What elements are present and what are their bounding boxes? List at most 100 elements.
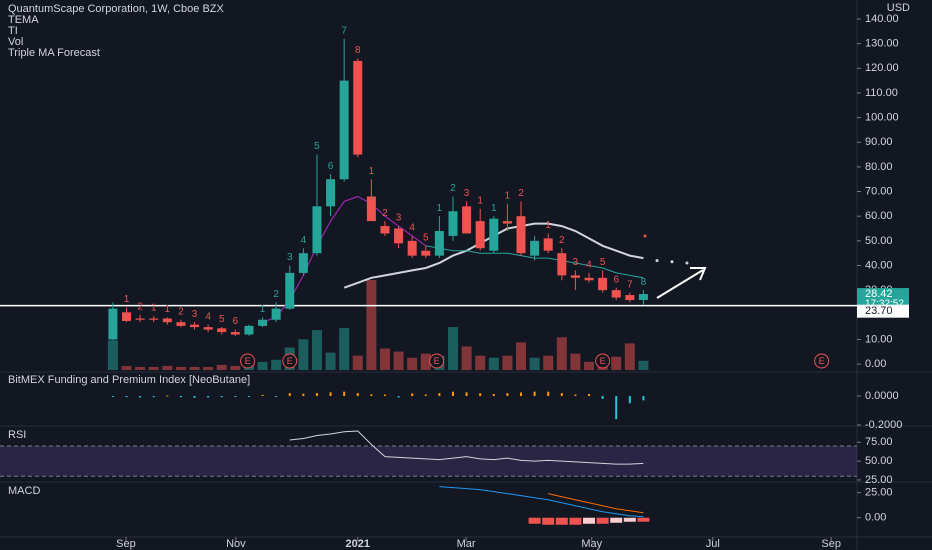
funding-bar — [220, 396, 223, 398]
td-label: 8 — [641, 277, 647, 288]
volume-bar — [339, 328, 350, 370]
td-label: 1 — [491, 203, 497, 214]
td-label: 1 — [260, 304, 266, 315]
y-tick-label: 140.00 — [865, 13, 899, 25]
volume-bar — [257, 361, 268, 370]
signal-line — [548, 493, 644, 514]
candle-body — [149, 318, 159, 320]
rsi-line — [289, 430, 644, 465]
funding-bar — [193, 396, 196, 398]
volume-bar — [447, 327, 458, 370]
funding-bar — [370, 394, 373, 397]
candle-body — [230, 332, 240, 335]
candle-body — [584, 277, 594, 281]
y-tick-label: -0.2000 — [865, 419, 902, 431]
volume-bar — [298, 339, 309, 370]
forecast-arrow — [656, 267, 707, 299]
currency: USD — [887, 2, 910, 14]
earnings-marker — [814, 353, 830, 369]
funding-bar — [275, 396, 278, 398]
volume-bar — [420, 353, 431, 370]
candle-body — [421, 250, 431, 256]
volume-bar — [107, 340, 118, 370]
volume-bar — [488, 357, 499, 370]
candle-body — [598, 277, 608, 291]
td-label: 1 — [437, 203, 443, 214]
funding-bar — [397, 396, 400, 398]
pane-title: BitMEX Funding and Premium Index [NeoBut… — [8, 374, 250, 386]
candle-body — [217, 328, 227, 333]
td-label: 6 — [328, 161, 334, 172]
macd-histogram-bar — [555, 517, 568, 525]
funding-bar — [166, 395, 169, 397]
funding-bar — [438, 393, 441, 397]
td-label: 3 — [287, 252, 293, 263]
y-tick-label: 110.00 — [865, 87, 898, 99]
funding-bar — [315, 393, 318, 397]
volume-bar — [311, 330, 322, 370]
earnings-marker — [282, 353, 298, 369]
funding-bar — [329, 392, 332, 397]
x-tick-label: May — [581, 538, 602, 550]
legend-item: Vol — [8, 36, 23, 48]
y-tick-label: 0.0000 — [865, 390, 899, 402]
y-tick-label: 130.00 — [865, 38, 899, 50]
td-label: 4 — [205, 311, 211, 322]
legend-item: TEMA — [8, 14, 39, 26]
candle-body — [475, 221, 485, 249]
volume-bar — [135, 366, 146, 370]
y-tick-label: 120.00 — [865, 62, 899, 74]
candle-body — [339, 80, 349, 180]
funding-bar — [411, 393, 414, 397]
volume-bar — [189, 366, 200, 370]
funding-bar — [288, 393, 291, 397]
td-label: 2 — [178, 306, 184, 317]
volume-bar — [570, 353, 581, 370]
legend-item: TI — [8, 25, 18, 37]
volume-bar — [379, 348, 390, 370]
forecast-dot — [655, 259, 659, 263]
td-label: 1 — [165, 304, 171, 315]
funding-bar — [628, 396, 631, 404]
td-label: 1 — [124, 294, 130, 305]
td-label: 3 — [573, 257, 579, 268]
td-label: 4 — [301, 235, 307, 246]
td-label: 6 — [613, 274, 619, 285]
candle-body — [285, 272, 295, 309]
funding-bar — [451, 391, 454, 397]
candle-body — [122, 312, 132, 321]
pane-title: MACD — [8, 485, 40, 497]
td-label: 2 — [518, 188, 524, 199]
y-tick-label: 100.00 — [865, 111, 899, 123]
candle-body — [244, 325, 254, 335]
funding-bar — [261, 394, 264, 397]
volume-bar — [624, 343, 635, 370]
volume-bar — [461, 346, 472, 370]
funding-bar — [383, 394, 386, 397]
funding-bar — [111, 396, 114, 398]
td-label: 2 — [559, 235, 565, 246]
td-label: 2 — [273, 289, 279, 300]
funding-bar — [152, 396, 155, 398]
funding-bar — [139, 396, 142, 398]
last-price-label: 28.42 — [865, 288, 893, 300]
candle-body — [407, 240, 417, 256]
x-tick-label: Mar — [457, 538, 476, 550]
td-label: 5 — [423, 232, 429, 243]
earnings-label: E — [819, 356, 825, 366]
funding-bar — [302, 393, 305, 397]
x-tick-label: Nov — [226, 538, 246, 550]
volume-bar — [121, 365, 132, 370]
funding-bar — [492, 394, 495, 397]
volume-bar — [203, 366, 214, 370]
y-tick-label: 50.00 — [865, 235, 893, 247]
support-label: 23.70 — [865, 305, 893, 317]
td-label: 2 — [382, 208, 388, 219]
td-label: 1 — [151, 303, 157, 314]
pane-title: RSI — [8, 429, 26, 441]
funding-bar — [343, 391, 346, 397]
y-tick-label: 70.00 — [865, 185, 893, 197]
funding-bar — [465, 392, 468, 397]
macd-histogram-bar — [569, 517, 582, 525]
